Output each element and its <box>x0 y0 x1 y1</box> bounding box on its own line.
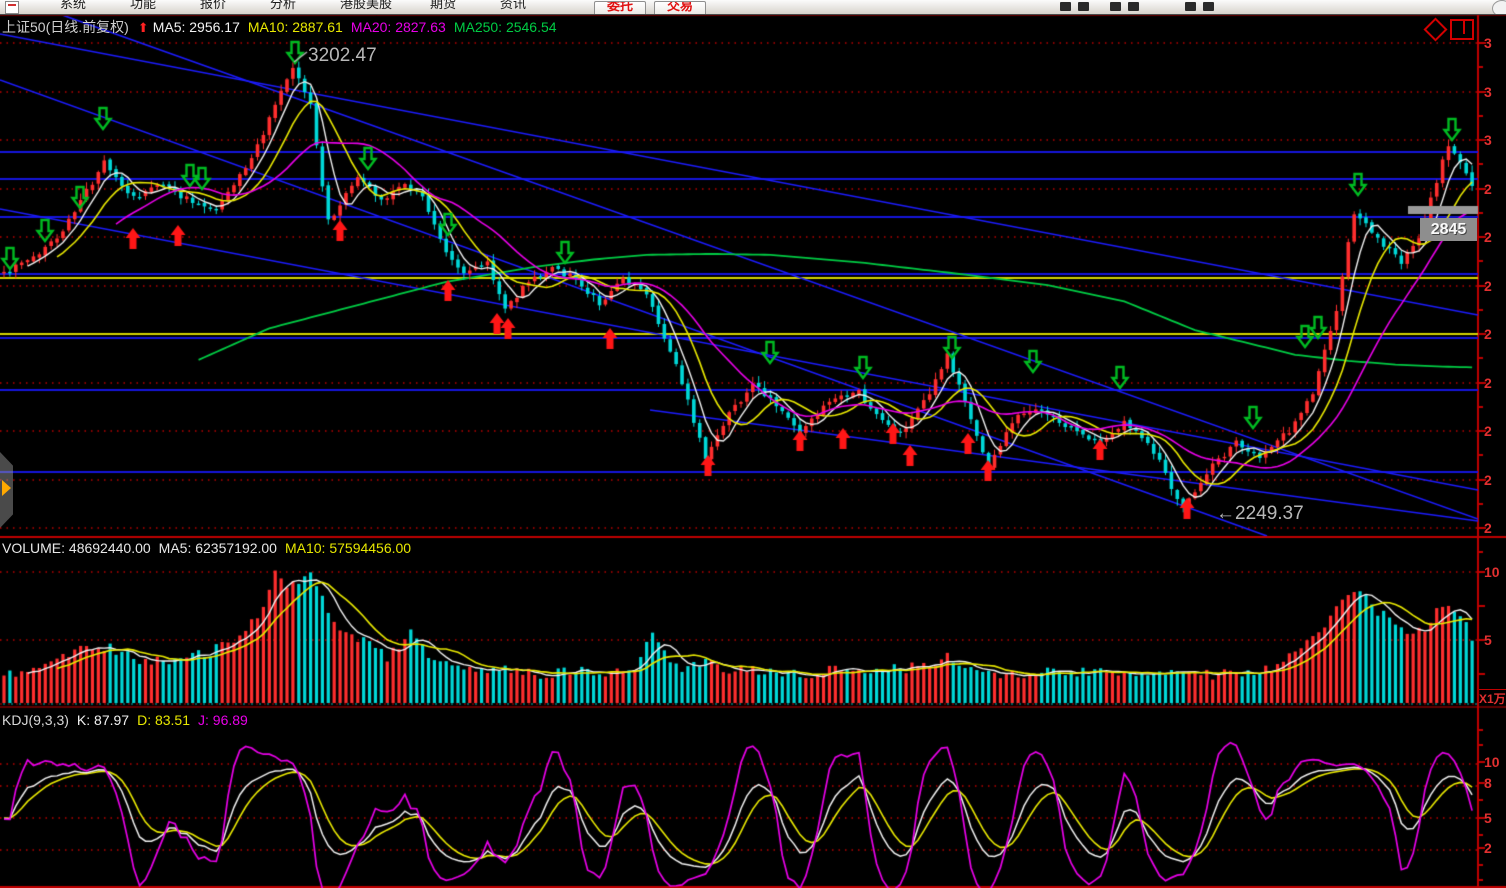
axis-tick-label: 2 <box>1484 278 1492 294</box>
window-control-circle[interactable] <box>1492 0 1506 14</box>
axis-tick-label: 2 <box>1484 229 1492 245</box>
axis-tick-label: 5 <box>1484 632 1492 648</box>
axis-tick-label: 3 <box>1484 84 1492 100</box>
menubar-item[interactable]: 期货 <box>430 0 457 11</box>
menubar-hot-button[interactable]: 委托 <box>594 1 646 14</box>
minimize-icon[interactable] <box>1203 2 1214 11</box>
menubar-item[interactable]: 港股美股 <box>340 0 393 11</box>
sidebar-expander-handle[interactable] <box>0 452 13 528</box>
expand-arrow-icon <box>2 480 11 496</box>
quote-icon[interactable] <box>1078 2 1089 11</box>
diamond-icon[interactable] <box>1423 17 1448 42</box>
menubar-item[interactable]: 分析 <box>270 0 297 11</box>
axis-tick-label: 10 <box>1484 564 1500 580</box>
menubar: 系统 功能 报价 分析 港股美股 期货 资讯 委托 交易 <box>0 0 1506 15</box>
axis-tick-label: 2 <box>1484 472 1492 488</box>
axis-tick-label: 3 <box>1484 35 1492 51</box>
axis-tick-label: 2 <box>1484 840 1492 856</box>
axis-tick-label: 2 <box>1484 326 1492 342</box>
split-window-icon[interactable] <box>1450 19 1474 40</box>
axis-tick-label: 2 <box>1484 520 1492 536</box>
axis-tick-label: 2 <box>1484 375 1492 391</box>
news-icon[interactable] <box>1128 2 1139 11</box>
axis-tick-label: 2 <box>1484 181 1492 197</box>
axis-tick-label: 10 <box>1484 754 1500 770</box>
volume-multiplier-label: X1万 <box>1479 689 1506 706</box>
menubar-item[interactable]: 功能 <box>130 0 157 11</box>
menubar-hot-button[interactable]: 交易 <box>654 1 706 14</box>
pane-corner-icons <box>1423 17 1474 42</box>
menubar-item[interactable]: 资讯 <box>500 0 527 11</box>
axis-tick-label: 5 <box>1484 810 1492 826</box>
grid-icon[interactable] <box>1060 2 1071 11</box>
axis-tick-label: 2 <box>1484 423 1492 439</box>
chart-icon[interactable] <box>1110 2 1121 11</box>
app-icon[interactable] <box>5 1 19 14</box>
window-icon[interactable] <box>1185 2 1196 11</box>
menubar-item[interactable]: 系统 <box>60 0 87 11</box>
menubar-item[interactable]: 报价 <box>200 0 227 11</box>
axis-tick-label: 8 <box>1484 775 1492 791</box>
axis-tick-label: 3 <box>1484 132 1492 148</box>
